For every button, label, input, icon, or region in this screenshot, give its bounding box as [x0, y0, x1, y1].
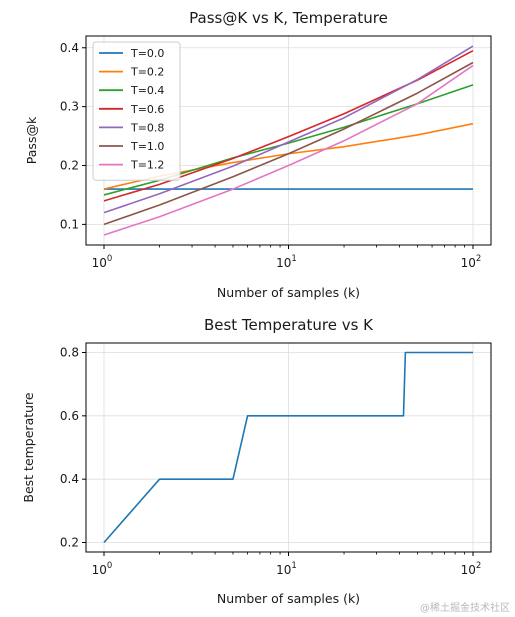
- legend-item: T=1.0: [99, 140, 164, 153]
- legend-label: T=0.0: [130, 47, 164, 60]
- legend-label: T=1.2: [130, 159, 164, 172]
- chart-title: Pass@K vs K, Temperature: [189, 9, 388, 27]
- legend-label: T=0.6: [130, 103, 164, 116]
- x-tick-label: 102: [461, 561, 482, 577]
- y-tick-label: 0.8: [60, 346, 79, 360]
- x-tick-label: 100: [92, 561, 113, 577]
- watermark: @稀土掘金技术社区: [420, 601, 510, 614]
- legend-item: T=0.2: [99, 66, 164, 79]
- x-tick-label: 101: [276, 254, 297, 270]
- x-ticks: 100 101 102: [92, 552, 482, 577]
- x-tick-label: 102: [461, 254, 482, 270]
- y-tick-label: 0.4: [60, 41, 79, 55]
- x-tick-exponent: 1: [291, 561, 296, 571]
- y-tick-label: 0.6: [60, 409, 79, 423]
- chart-title: Best Temperature vs K: [204, 316, 374, 334]
- y-tick-label: 0.4: [60, 472, 79, 486]
- legend-label: T=0.4: [130, 84, 164, 97]
- x-tick-base: 10: [461, 256, 476, 270]
- y-tick-label: 0.3: [60, 100, 79, 114]
- y-axis-label: Best temperature: [21, 392, 36, 503]
- x-tick-exponent: 2: [476, 561, 481, 571]
- series-line-7: [103, 64, 474, 236]
- legend: T=0.0 T=0.2 T=0.4 T=0.6 T=0.8 T=1.0 T=1.2: [92, 41, 181, 181]
- series-line-5: [103, 45, 474, 214]
- x-tick-base: 10: [92, 563, 107, 577]
- series-line-1: [103, 351, 473, 544]
- legend-item: T=0.4: [99, 84, 164, 97]
- x-tick-exponent: 0: [107, 254, 112, 264]
- x-tick-exponent: 0: [107, 561, 112, 571]
- series-line-6: [103, 61, 474, 226]
- x-axis-label: Number of samples (k): [217, 285, 360, 300]
- grid-lines: [86, 343, 491, 552]
- x-tick-exponent: 2: [476, 254, 481, 264]
- legend-item: T=0.6: [99, 103, 164, 116]
- x-tick-exponent: 1: [291, 254, 296, 264]
- x-tick-label: 100: [92, 254, 113, 270]
- legend-item: T=0.8: [99, 121, 164, 134]
- x-tick-base: 10: [92, 256, 107, 270]
- legend-label: T=0.2: [130, 66, 164, 79]
- y-tick-label: 0.2: [60, 536, 79, 550]
- y-ticks: 0.2 0.4 0.6 0.8: [60, 346, 86, 550]
- x-ticks: 100 101 102: [92, 245, 482, 270]
- legend-item: T=0.0: [99, 47, 164, 60]
- x-tick-label: 101: [276, 561, 297, 577]
- y-tick-label: 0.2: [60, 159, 79, 173]
- x-tick-base: 10: [276, 256, 291, 270]
- y-tick-label: 0.1: [60, 217, 79, 231]
- x-tick-base: 10: [461, 563, 476, 577]
- legend-item: T=1.2: [99, 159, 164, 172]
- y-ticks: 0.1 0.2 0.3 0.4: [60, 41, 86, 231]
- y-axis-label: Pass@k: [24, 116, 39, 164]
- series: [103, 351, 473, 544]
- legend-label: T=0.8: [130, 121, 164, 134]
- legend-label: T=1.0: [130, 140, 164, 153]
- x-tick-base: 10: [276, 563, 291, 577]
- x-axis-label: Number of samples (k): [217, 591, 360, 606]
